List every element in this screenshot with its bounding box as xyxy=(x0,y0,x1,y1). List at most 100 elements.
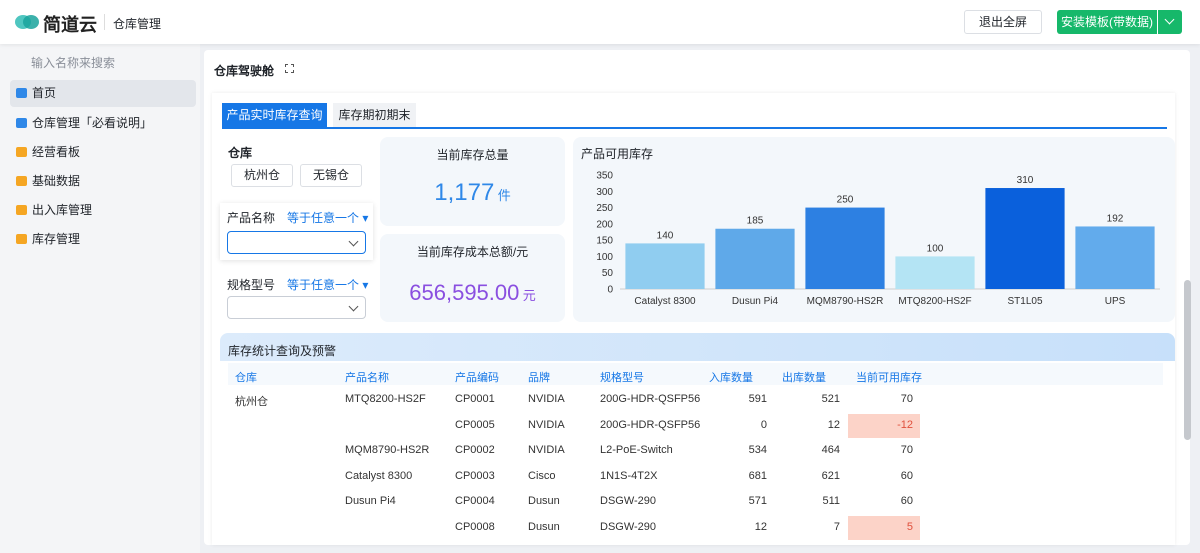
nav-label: 经营看板 xyxy=(32,145,81,159)
kpi-value-wrap: 656,595.00 元 xyxy=(380,280,565,306)
table-cell: MQM8790-HS2R xyxy=(345,444,430,457)
table-cell: 621 xyxy=(821,469,840,482)
nav-item[interactable]: 基础数据 xyxy=(10,168,196,195)
kpi-card: 当前库存成本总额/元 656,595.00 元 xyxy=(380,234,565,322)
kpi-card: 当前库存总量 1,177 件 xyxy=(380,137,565,226)
tab-active[interactable]: 产品实时库存查询 xyxy=(222,103,327,127)
alert-cell xyxy=(848,413,920,438)
filter-mode-label: 等于任意一个 xyxy=(287,211,360,225)
nav-item[interactable]: 仓库管理「必看说明」 xyxy=(10,110,196,137)
kpi-label: 当前库存总量 xyxy=(436,148,509,162)
y-tick-label: 50 xyxy=(602,268,614,279)
nav-label: 首页 xyxy=(32,86,57,100)
install-button[interactable]: 安装模板(带数据) xyxy=(1057,10,1157,34)
bar xyxy=(1075,226,1155,289)
warehouse-button[interactable]: 无锡仓 xyxy=(300,164,362,187)
kpi-label: 当前库存成本总额/元 xyxy=(416,245,529,259)
table-cell: CP0002 xyxy=(455,444,495,457)
table-cell: 60 xyxy=(900,495,913,508)
warehouse-button[interactable]: 杭州仓 xyxy=(231,164,293,187)
exit-fullscreen-button[interactable]: 退出全屏 xyxy=(964,10,1042,34)
product-select[interactable] xyxy=(227,231,366,254)
column-header: 出库数量 xyxy=(782,372,826,384)
table-cell: 521 xyxy=(821,393,840,405)
kpi-value-wrap: 1,177 件 xyxy=(380,179,565,207)
table-header-band xyxy=(220,333,1175,361)
table-cell: NVIDIA xyxy=(528,418,565,431)
table-cell: CP0003 xyxy=(455,469,495,482)
table-cell: Dusun xyxy=(528,521,560,533)
data-label: 100 xyxy=(927,243,944,254)
x-tick-label: Dusun Pi4 xyxy=(732,296,779,307)
table-cell: 200G-HDR-QSFP56 xyxy=(600,393,701,405)
nav-item[interactable]: 首页 xyxy=(10,80,196,107)
data-label: 310 xyxy=(1017,175,1034,186)
bar xyxy=(895,256,975,289)
table-cell: 464 xyxy=(821,444,840,457)
table-cell: DSGW-290 xyxy=(600,521,657,533)
table-cell: 681 xyxy=(748,469,767,482)
nav-label: 仓库管理「必看说明」 xyxy=(32,116,153,130)
kpi-value: 656,595.00 xyxy=(409,280,520,305)
y-tick-label: 150 xyxy=(596,236,613,247)
install-dropdown[interactable] xyxy=(1158,10,1182,34)
exit-fullscreen-label: 退出全屏 xyxy=(978,15,1027,29)
column-header: 入库数量 xyxy=(709,372,753,384)
search-input[interactable]: 输入名称来搜索 xyxy=(31,56,116,70)
filter-mode[interactable]: 等于任意一个 ▾ xyxy=(287,211,369,225)
x-tick-label: UPS xyxy=(1105,296,1126,307)
nav-item[interactable]: 库存管理 xyxy=(10,226,196,253)
tab[interactable]: 库存期初期末 xyxy=(333,103,416,127)
table-cell: CP0001 xyxy=(455,393,495,405)
column-header: 规格型号 xyxy=(600,372,644,384)
y-tick-label: 0 xyxy=(607,285,613,296)
nav-item[interactable]: 经营看板 xyxy=(10,139,196,166)
nav-label: 库存管理 xyxy=(32,232,81,246)
bar xyxy=(625,243,705,289)
table-cell: CP0004 xyxy=(455,495,495,508)
scrollbar[interactable] xyxy=(1184,280,1191,440)
brand: 简道云 xyxy=(43,15,97,35)
dashboard-title: 仓库驾驶舱 xyxy=(214,64,275,78)
table-cell: 5 xyxy=(906,521,913,533)
column-header: 品牌 xyxy=(528,372,550,384)
table-card: 库存统计查询及预警 xyxy=(220,333,1175,545)
chart-card: 产品可用库存 0 50 100 150 200 250 300 350 Catalyst 830… xyxy=(573,137,1175,322)
bar xyxy=(805,207,885,289)
table-cell: 571 xyxy=(748,495,767,508)
x-tick-label: ST1L05 xyxy=(1007,296,1042,307)
kpi-unit: 元 xyxy=(522,288,536,303)
nav-label: 出入库管理 xyxy=(32,203,93,217)
table-cell: Dusun Pi4 xyxy=(345,495,396,508)
nav-item[interactable]: 出入库管理 xyxy=(10,197,196,224)
divider xyxy=(104,14,105,30)
nav-label: 基础数据 xyxy=(32,174,81,188)
y-tick-label: 200 xyxy=(596,219,613,230)
table-cell: 534 xyxy=(748,444,767,457)
header: 简道云 仓库管理 退出全屏 安装模板(带数据) xyxy=(0,0,1200,44)
fullscreen-icon[interactable] xyxy=(285,64,294,73)
table-title: 库存统计查询及预警 xyxy=(228,344,337,358)
x-tick-label: MQM8790-HS2R xyxy=(807,296,884,307)
x-tick-label: Catalyst 8300 xyxy=(634,296,696,307)
table-cell: -12 xyxy=(897,418,913,431)
kpi-value: 1,177 xyxy=(434,179,495,206)
table-cell: 511 xyxy=(822,495,840,508)
app-name[interactable]: 仓库管理 xyxy=(113,17,162,31)
data-label: 192 xyxy=(1107,213,1124,224)
sidebar: 输入名称来搜索 首页 仓库管理「必看说明」 经营看板 基础数据 出入库管理 库存… xyxy=(0,44,200,553)
table-cell: 1N1S-4T2X xyxy=(600,469,658,482)
spec-select[interactable] xyxy=(227,296,366,319)
bar xyxy=(985,188,1065,289)
table-cell: NVIDIA xyxy=(528,444,565,457)
bar xyxy=(715,228,795,289)
table-cell: 200G-HDR-QSFP56 xyxy=(600,418,701,431)
data-label: 250 xyxy=(837,195,854,206)
table-cell: L2-PoE-Switch xyxy=(600,444,673,457)
kpi-unit: 件 xyxy=(497,188,511,203)
chart: 0 50 100 150 200 250 300 350 Catalyst 8300 140 Dus… xyxy=(596,171,1160,307)
data-label: 185 xyxy=(747,216,764,227)
filter-mode[interactable]: 等于任意一个 ▾ xyxy=(287,278,369,292)
column-header: 产品名称 xyxy=(345,372,389,384)
